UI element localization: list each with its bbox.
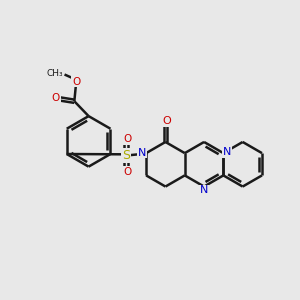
Text: CH₃: CH₃: [47, 69, 63, 78]
Text: N: N: [138, 148, 146, 158]
Text: O: O: [162, 116, 171, 126]
Text: O: O: [123, 134, 132, 144]
Text: O: O: [72, 76, 80, 87]
Text: N: N: [200, 185, 208, 195]
Text: O: O: [123, 167, 132, 177]
Text: S: S: [122, 149, 130, 162]
Text: N: N: [223, 147, 231, 157]
Text: O: O: [52, 93, 60, 103]
